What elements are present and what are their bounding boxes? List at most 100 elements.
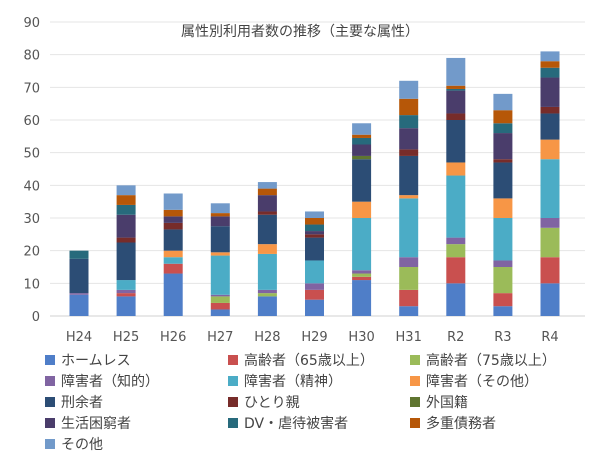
bar-segment: [305, 234, 324, 238]
bar-segment: [305, 237, 324, 261]
legend-swatch: [45, 397, 55, 407]
x-tick-label: H28: [254, 330, 280, 345]
bar-segment: [116, 214, 136, 238]
legend-label: ホームレス: [61, 353, 131, 369]
bar-segment: [540, 227, 560, 258]
bar-segment: [399, 80, 419, 99]
legend-swatch: [228, 355, 238, 365]
bar-segment: [163, 257, 183, 264]
bar-segment: [446, 162, 466, 176]
bar-segment: [399, 149, 419, 156]
bar-segment: [446, 113, 466, 120]
legend-swatch: [45, 439, 55, 449]
legend-item: 障害者（精神）: [228, 374, 342, 390]
bar-segment: [210, 226, 230, 253]
bar-segment: [446, 257, 466, 284]
legend-item: 多重債務者: [410, 415, 496, 432]
bar-segment: [116, 237, 136, 243]
legend-label: 刑余者: [61, 394, 103, 411]
bar-segment: [399, 306, 419, 316]
bar-segment: [493, 123, 513, 134]
legend-label: その他: [61, 437, 103, 453]
bar-segment: [446, 244, 466, 258]
legend-item: DV・虐待被害者: [228, 416, 348, 432]
bar-segment: [163, 209, 183, 217]
bar-segment: [399, 198, 419, 258]
bar-segment: [446, 283, 466, 316]
bar-segment: [399, 128, 419, 150]
bar-segment: [352, 123, 372, 135]
bar-segment: [540, 77, 560, 107]
bar-segment: [210, 255, 230, 295]
bar-segment: [305, 211, 324, 218]
y-tick-label: 30: [23, 212, 40, 227]
bar-segment: [493, 93, 513, 111]
bar-segment: [163, 263, 183, 274]
bar-segment: [257, 244, 277, 254]
bar-segment: [305, 218, 324, 225]
legend-swatch: [228, 397, 238, 407]
bar-segment: [257, 214, 277, 245]
bar-segment: [69, 294, 89, 316]
x-tick-label: H26: [160, 330, 186, 345]
bar-segment: [493, 218, 513, 261]
bar-segment: [540, 159, 560, 218]
legend-swatch: [45, 418, 55, 428]
legend-label: 生活困窮者: [61, 416, 131, 432]
bar-segment: [163, 216, 183, 223]
bar-segment: [163, 229, 183, 251]
bar-segment: [493, 159, 513, 163]
bar-segment: [257, 211, 277, 215]
y-tick-label: 40: [23, 179, 40, 194]
bar-segment: [210, 302, 230, 310]
y-tick-label: 70: [23, 81, 40, 96]
bar-segment: [210, 216, 230, 227]
legend-item: ホームレス: [45, 353, 131, 369]
bar-segment: [399, 195, 419, 199]
bar-segment: [493, 198, 513, 218]
bar-segment: [305, 224, 324, 232]
bar-segment: [257, 253, 277, 290]
legend-item: その他: [45, 437, 103, 453]
bar-segment: [69, 293, 89, 295]
legend-swatch: [410, 376, 420, 386]
bar-segment: [305, 283, 324, 290]
legend-label: 障害者（知的）: [61, 373, 159, 390]
bar-segment: [352, 155, 372, 160]
bar-segment: [352, 218, 372, 271]
legend-label: 外国籍: [426, 394, 468, 411]
legend-item: 外国籍: [410, 394, 468, 411]
bar-segment: [210, 203, 230, 214]
bar-segment: [352, 159, 372, 202]
legend-swatch: [410, 355, 420, 365]
bar-segment: [352, 280, 372, 316]
legend-label: DV・虐待被害者: [244, 416, 348, 432]
bar-segment: [446, 120, 466, 163]
bar-segment: [210, 213, 230, 217]
legend-label: ひとり親: [244, 395, 300, 411]
chart-title: 属性別利用者数の推移（主要な属性）: [181, 24, 419, 40]
x-tick-label: H24: [66, 330, 92, 345]
legend-swatch: [410, 397, 420, 407]
bar-segment: [69, 250, 89, 259]
legend-swatch: [228, 376, 238, 386]
bar-segment: [399, 155, 419, 196]
bar-segment: [493, 260, 513, 267]
bar-segment: [116, 296, 136, 316]
bar-segment: [116, 204, 136, 215]
bar-segment: [446, 85, 466, 89]
bar-segment: [540, 113, 560, 140]
bar-segment: [446, 175, 466, 238]
bar-segment: [540, 51, 560, 62]
bar-segment: [210, 294, 230, 297]
bar-segment: [540, 139, 560, 160]
bar-segment: [116, 242, 136, 281]
legend-item: 障害者（その他）: [410, 374, 538, 390]
legend-item: 生活困窮者: [45, 416, 131, 432]
x-tick-label: H30: [348, 330, 374, 345]
bar-segment: [257, 293, 277, 297]
bar-segment: [493, 162, 513, 199]
bar-segment: [352, 276, 372, 281]
